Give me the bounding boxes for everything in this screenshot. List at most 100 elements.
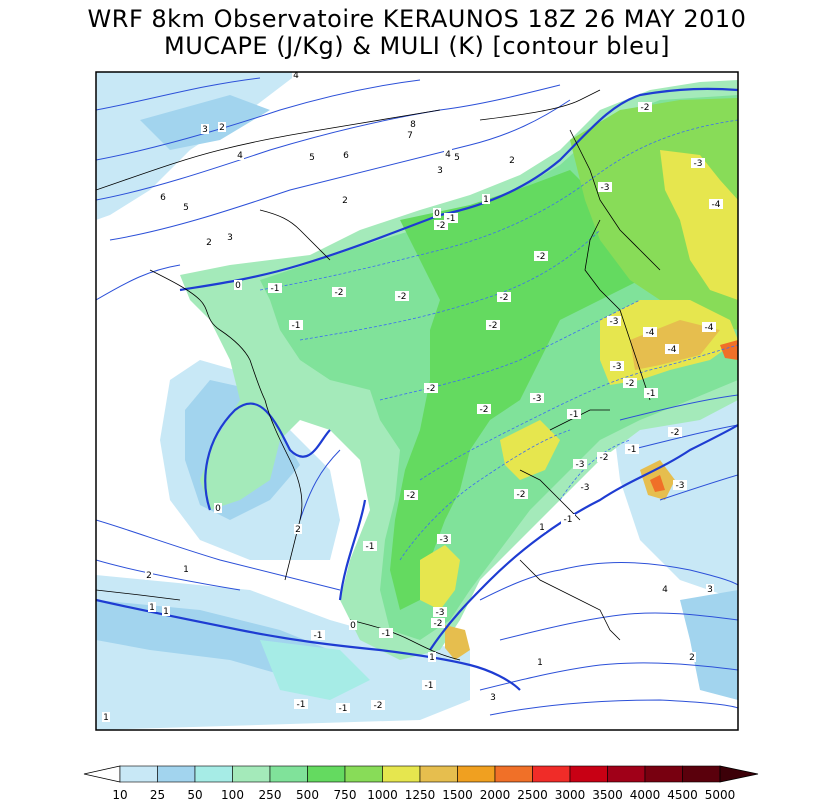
legend-swatch <box>157 765 196 783</box>
contour-label: -1 <box>297 700 306 710</box>
contour-label: 0 <box>235 281 241 291</box>
contour-label: -1 <box>292 321 301 331</box>
contour-label-bg <box>226 232 234 242</box>
legend-tick-label: 5000 <box>705 788 736 800</box>
contour-label-bg <box>607 316 621 326</box>
contour-label-bg <box>404 490 418 500</box>
contour-label-bg <box>234 280 242 290</box>
contour-label-bg <box>428 652 436 662</box>
contour-label: -1 <box>271 284 280 294</box>
contour-label: -3 <box>533 394 542 404</box>
contour-label: -2 <box>517 490 526 500</box>
cape-shading-yellow <box>500 420 560 480</box>
legend-tick-label: 10 <box>112 788 127 800</box>
map-subtitle: MUCAPE (J/Kg) & MULI (K) [contour bleu] <box>164 32 670 60</box>
legend-swatch <box>269 765 308 783</box>
contour-label: 3 <box>490 693 496 703</box>
legend-tick-label: 25 <box>150 788 165 800</box>
contour-label-bg <box>688 652 696 662</box>
contour-label: 0 <box>215 504 221 514</box>
legend-tick-label: 2500 <box>517 788 548 800</box>
contour-label-bg <box>336 703 350 713</box>
contour-label-bg <box>702 322 716 332</box>
contour-label: -3 <box>610 317 619 327</box>
contour-label-bg <box>436 165 444 175</box>
contour-label-bg <box>610 361 624 371</box>
contour-label: 2 <box>146 571 152 581</box>
contour-label: 1 <box>149 603 155 613</box>
contour-label: -2 <box>335 288 344 298</box>
contour-label: -1 <box>570 410 579 420</box>
contour-label-bg <box>691 158 705 168</box>
legend-tick-label: 4500 <box>667 788 698 800</box>
contour-label-bg <box>205 237 213 247</box>
legend-tick-label: 50 <box>187 788 202 800</box>
contour-label-bg <box>665 344 679 354</box>
contour-label-bg <box>332 287 346 297</box>
contour-label-bg <box>363 541 377 551</box>
contour-label: -1 <box>647 389 656 399</box>
contour-label-bg <box>349 620 357 630</box>
contour-label: 1 <box>183 565 189 575</box>
contour-label-bg <box>497 292 511 302</box>
contour-label-bg <box>706 584 714 594</box>
contour-label: -3 <box>694 159 703 169</box>
contour-label: -3 <box>436 608 445 618</box>
contour-label-bg <box>308 152 316 162</box>
contour-label-bg <box>148 602 156 612</box>
contour-label-bg <box>486 320 500 330</box>
contour-label-bg <box>598 182 612 192</box>
contour-label: 1 <box>483 195 489 205</box>
contour-label: 0 <box>350 621 356 631</box>
legend-tick-label: 750 <box>334 788 357 800</box>
contour-label-bg <box>162 606 170 616</box>
contour-label: -2 <box>626 379 635 389</box>
contour-label-bg <box>453 152 461 162</box>
contour-label: 2 <box>689 653 695 663</box>
contour-label: 1 <box>163 607 169 617</box>
contour-label-bg <box>182 564 190 574</box>
contour-label-bg <box>102 712 110 722</box>
contour-label: 3 <box>202 125 208 135</box>
cape-shading-red <box>650 475 665 492</box>
contour-label: -2 <box>641 103 650 113</box>
contour-label-bg <box>268 283 282 293</box>
contour-label: -3 <box>613 362 622 372</box>
contour-label: 3 <box>437 166 443 176</box>
contour-label-bg <box>444 149 452 159</box>
contour-label-bg <box>182 202 190 212</box>
contour-label: -2 <box>398 292 407 302</box>
contour-label-bg <box>644 388 658 398</box>
legend-tick-label: 4000 <box>630 788 661 800</box>
contour-label: -2 <box>480 405 489 415</box>
contour-label-bg <box>437 534 451 544</box>
contour-label-bg <box>477 404 491 414</box>
contour-label-bg <box>294 524 302 534</box>
legend-swatch <box>457 765 496 783</box>
legend-tick-label: 1250 <box>405 788 436 800</box>
contour-label-bg <box>433 208 441 218</box>
contour-label: -2 <box>671 428 680 438</box>
legend-tick-label: 2000 <box>480 788 511 800</box>
contour-label-bg <box>536 657 544 667</box>
contour-label: -2 <box>600 453 609 463</box>
contour-label: 0 <box>434 209 440 219</box>
legend-arrow-low <box>83 765 121 783</box>
contour-label: -1 <box>314 631 323 641</box>
contour-label: -3 <box>440 535 449 545</box>
contour-label: 2 <box>219 123 225 133</box>
contour-label: -1 <box>425 681 434 691</box>
legend-tick-label: 3000 <box>555 788 586 800</box>
contour-label-bg <box>371 700 385 710</box>
contour-label: 7 <box>407 131 413 141</box>
coastlines <box>96 89 661 661</box>
contour-label: 6 <box>343 151 349 161</box>
contour-label: 8 <box>410 120 416 130</box>
contour-label: -3 <box>581 483 590 493</box>
contour-label-bg <box>530 393 544 403</box>
contour-label-bg <box>422 680 436 690</box>
legend-swatch <box>532 765 571 783</box>
